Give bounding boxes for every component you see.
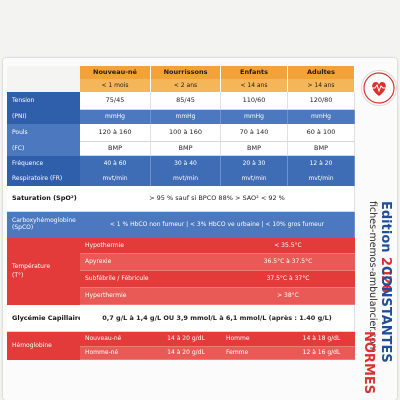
header-nouveau-ne: Nouveau-né: [80, 66, 151, 79]
label-temperature-sub: (T°): [12, 272, 24, 279]
label-pouls-sub: (FC): [7, 142, 80, 156]
frequence-unit: mvt/min: [80, 172, 151, 186]
frequence-value: 20 à 30: [221, 156, 288, 172]
label-frequence-sub: Respiratoire (FR): [7, 172, 80, 186]
label-glycemie: Glycémie Capillaire: [7, 305, 80, 332]
ambulancier-logo: [361, 70, 397, 106]
frequence-value: 30 à 40: [151, 156, 221, 172]
tension-unit: mmHg: [151, 110, 221, 124]
temp-name-subfebrile: Subfébrile / Fébricule: [80, 271, 221, 288]
pouls-unit: BMP: [221, 142, 288, 156]
label-pouls: Pouls: [7, 124, 80, 142]
frequence-unit: mvt/min: [288, 172, 355, 186]
side-banner: Edition 2026 CONSTANTES fiches-memos-amb…: [359, 66, 397, 396]
hb-name-homme: Homme: [221, 332, 288, 347]
label-temperature: Température (T°): [7, 238, 80, 305]
website-label: fiches-memos-ambulancier.com: [367, 201, 378, 353]
age-nouveau-ne: < 1 mois: [80, 79, 151, 92]
label-carboxy-sub: (SpCO): [12, 224, 34, 231]
edition-word: Edition: [378, 201, 393, 253]
label-hemoglobine: Hémoglobine: [7, 332, 80, 360]
normes-label: NORMES: [361, 331, 376, 395]
memo-card: Nouveau-né Nourrissons Enfants Adultes <…: [3, 58, 397, 400]
constantes-label: CONSTANTES: [378, 266, 393, 363]
hb-name-nouveau-ne: Nouveau-né: [80, 332, 151, 347]
tension-value: 110/60: [221, 92, 288, 110]
tension-value: 75/45: [80, 92, 151, 110]
temp-name-hyperthermie: Hyperthermie: [80, 288, 221, 305]
hb-name-femme: Femme: [221, 347, 288, 360]
pouls-value: 60 à 100: [288, 124, 355, 142]
hb-value-homme: 14 à 18 g/dL: [288, 332, 355, 347]
tension-unit: mmHg: [80, 110, 151, 124]
temp-name-apyrexie: Apyrexie: [80, 254, 221, 271]
table-corner-2: [7, 79, 80, 92]
frequence-value: 12 à 20: [288, 156, 355, 172]
temp-value-subfebrile: 37.5°C à 37°C: [221, 271, 355, 288]
carboxy-value: < 1 % HbCO non fumeur | < 3% HbCO ve urb…: [80, 212, 355, 238]
header-enfants: Enfants: [221, 66, 288, 79]
label-carboxy-main: Carboxyhémoglobine: [12, 217, 76, 225]
pouls-unit: BMP: [151, 142, 221, 156]
age-enfants: < 14 ans: [221, 79, 288, 92]
pouls-value: 120 à 160: [80, 124, 151, 142]
saturation-value: > 95 % sauf si BPCO 88% > SAO² < 92 %: [80, 186, 355, 212]
header-adultes: Adultes: [288, 66, 355, 79]
hb-value-femme: 12 à 16 g/dL: [288, 347, 355, 360]
temp-value-hyperthermie: > 38°C: [221, 288, 355, 305]
label-tension-sub: (PNI): [7, 110, 80, 124]
hb-value-homme-ne: 14 à 20 g/dL: [151, 347, 221, 360]
tension-value: 120/80: [288, 92, 355, 110]
temp-name-hypothermie: Hypothermie: [80, 238, 221, 254]
pouls-value: 100 à 160: [151, 124, 221, 142]
tension-value: 85/45: [151, 92, 221, 110]
age-nourrissons: < 2 ans: [151, 79, 221, 92]
heartbeat-icon: [363, 72, 395, 104]
hb-name-homme-ne: Homme-né: [80, 347, 151, 360]
frequence-unit: mvt/min: [151, 172, 221, 186]
label-saturation: Saturation (SpO²): [7, 186, 80, 212]
label-carboxy: Carboxyhémoglobine (SpCO): [7, 212, 80, 238]
pouls-unit: BMP: [288, 142, 355, 156]
label-temperature-main: Température: [12, 263, 51, 270]
hb-value-nouveau-ne: 14 à 20 g/dL: [151, 332, 221, 347]
constants-table: Nouveau-né Nourrissons Enfants Adultes <…: [7, 66, 355, 396]
label-tension: Tension: [7, 92, 80, 110]
temp-value-hypothermie: < 35.5°C: [221, 238, 355, 254]
pouls-unit: BMP: [80, 142, 151, 156]
header-nourrissons: Nourrissons: [151, 66, 221, 79]
glycemie-value: 0,7 g/L à 1,4 g/L OU 3,9 mmol/L à 6,1 mm…: [80, 305, 355, 332]
frequence-unit: mvt/min: [221, 172, 288, 186]
temp-value-apyrexie: 36.5°C à 37.5°C: [221, 254, 355, 271]
tension-unit: mmHg: [221, 110, 288, 124]
age-adultes: > 14 ans: [288, 79, 355, 92]
label-frequence: Fréquence: [7, 156, 80, 172]
table-corner: [7, 66, 80, 79]
frequence-value: 40 à 60: [80, 156, 151, 172]
pouls-value: 70 à 140: [221, 124, 288, 142]
tension-unit: mmHg: [288, 110, 355, 124]
